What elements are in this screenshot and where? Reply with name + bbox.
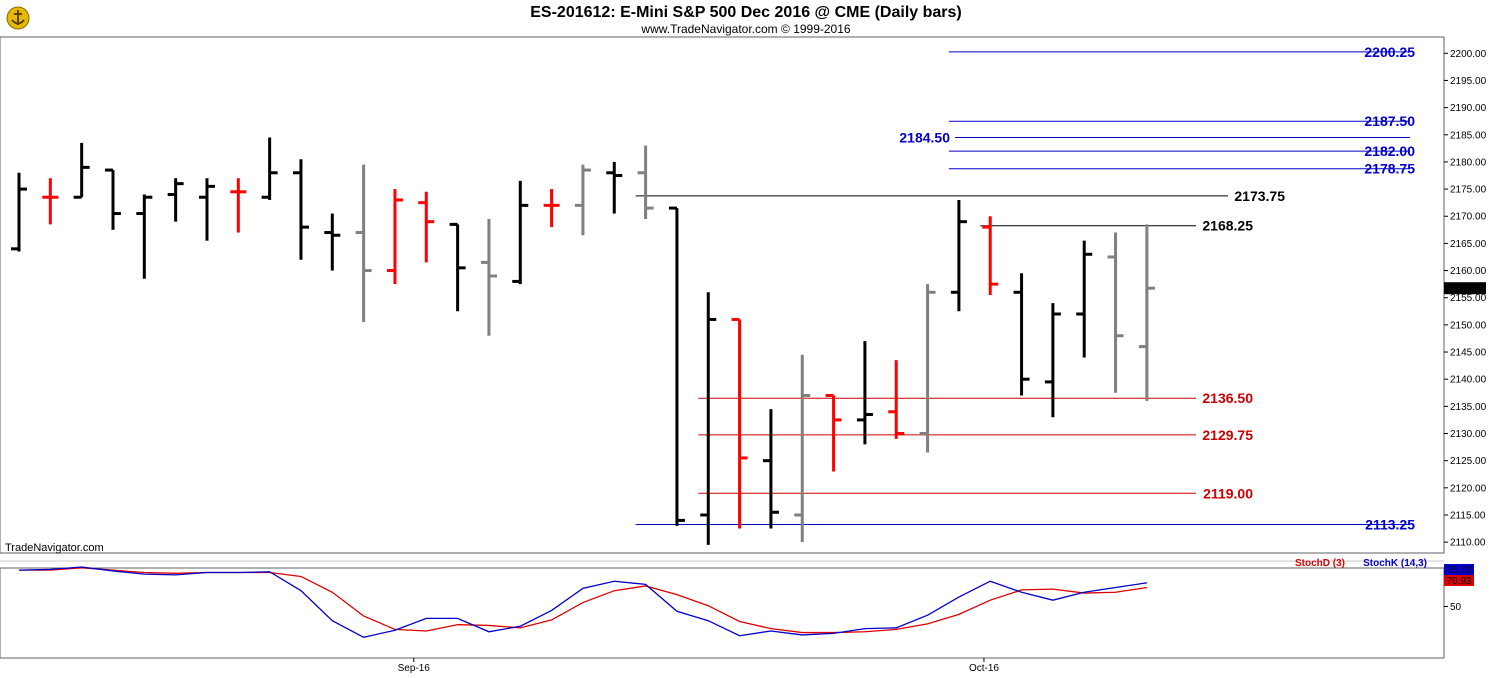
- level-label: 2178.75: [1364, 161, 1415, 177]
- watermark-text: TradeNavigator.com: [5, 542, 104, 554]
- ohlc-bar: [449, 222, 466, 312]
- stochd-value-label: 70.93: [1446, 576, 1471, 587]
- ohlc-bar: [668, 206, 685, 526]
- price-tick-label: 2165.00: [1450, 239, 1487, 250]
- level-label: 2182.00: [1364, 143, 1415, 159]
- price-tick-label: 2200.00: [1450, 49, 1487, 60]
- price-tick-label: 2130.00: [1450, 429, 1487, 440]
- ohlc-bar: [512, 180, 529, 285]
- ohlc-bar: [355, 164, 372, 323]
- price-tick-label: 2185.00: [1450, 130, 1487, 141]
- price-tick-label: 2120.00: [1450, 483, 1487, 494]
- ohlc-bar: [637, 145, 654, 219]
- ohlc-bar: [950, 199, 967, 312]
- last-price-label: 2156.75: [1447, 284, 1484, 295]
- ohlc-bar: [919, 284, 936, 453]
- ohlc-bar: [543, 189, 560, 228]
- chart-header: ES-201612: E-Mini S&P 500 Dec 2016 @ CME…: [530, 4, 962, 36]
- price-tick-label: 2160.00: [1450, 266, 1487, 277]
- ohlc-bar: [606, 161, 623, 214]
- level-label: 2187.50: [1364, 113, 1415, 129]
- ohlc-bar: [574, 164, 591, 236]
- level-label: 2136.50: [1202, 390, 1253, 406]
- stochastic-value-tags: 75.70 70.93: [1444, 564, 1474, 587]
- ohlc-bar: [230, 178, 247, 233]
- price-tick-label: 2135.00: [1450, 402, 1487, 413]
- date-axis: Sep-16 Oct-16: [398, 658, 999, 674]
- level-label: 2173.75: [1234, 188, 1285, 204]
- price-tick-label: 2175.00: [1450, 185, 1487, 196]
- stoch-tick-label: 50: [1450, 602, 1462, 613]
- ohlc-bar: [324, 213, 341, 271]
- stochd-legend-label: StochD (3): [1295, 558, 1345, 569]
- ohlc-bar: [42, 178, 59, 225]
- price-tick-label: 2180.00: [1450, 157, 1487, 168]
- ohlc-bar: [104, 168, 121, 230]
- price-tick-label: 2155.00: [1450, 293, 1487, 304]
- chart-subtitle: www.TradeNavigator.com © 1999-2016: [640, 22, 850, 36]
- price-tick-label: 2140.00: [1450, 375, 1487, 386]
- ohlc-bar: [480, 218, 497, 336]
- ohlc-bar: [825, 393, 842, 472]
- ohlc-bar: [11, 172, 27, 252]
- ohlc-bar: [731, 317, 748, 529]
- price-axis: 2110.00 2115.00 2120.00 2125.00 2130.00 2135.…: [1444, 49, 1487, 549]
- last-price-tag: 2156.75: [1444, 282, 1486, 295]
- price-tick-label: 2190.00: [1450, 103, 1487, 114]
- stochk-line: [18, 566, 1147, 638]
- level-label: 2200.25: [1364, 44, 1415, 60]
- ohlc-bar: [762, 409, 779, 529]
- ohlc-bar: [1013, 273, 1030, 396]
- ohlc-bar: [167, 178, 184, 222]
- ohlc-bar: [1138, 224, 1155, 401]
- last-price-box: [1444, 282, 1486, 295]
- level-label: 2119.00: [1203, 485, 1253, 501]
- date-tick-label: Sep-16: [398, 663, 431, 674]
- price-tick-label: 2195.00: [1450, 76, 1487, 87]
- ohlc-bar: [700, 292, 717, 545]
- stochd-value-box: [1444, 575, 1474, 586]
- ohlc-bar: [198, 178, 215, 241]
- date-tick-label: Oct-16: [969, 663, 999, 674]
- ohlc-bar: [1044, 303, 1061, 418]
- ohlc-bar: [888, 360, 905, 439]
- price-tick-label: 2110.00: [1450, 538, 1486, 549]
- ohlc-bar: [261, 137, 278, 200]
- level-label: 2184.50: [899, 129, 950, 145]
- level-label: 2168.25: [1202, 218, 1253, 234]
- ohlc-bar: [418, 191, 435, 263]
- ohlc-bar: [136, 194, 153, 279]
- ohlc-bar: [794, 354, 811, 543]
- ohlc-bar: [1076, 240, 1093, 358]
- stochastic-legend: StochD (3) StochK (14,3): [1295, 558, 1427, 569]
- level-label: 2129.75: [1202, 427, 1253, 443]
- ohlc-bar: [292, 159, 309, 260]
- stochastic-lines: 50: [18, 566, 1462, 638]
- ohlc-bar: [386, 189, 403, 285]
- ohlc-bar: [73, 142, 90, 199]
- ohlc-bars: [11, 137, 1155, 545]
- price-panel: [0, 36, 1445, 554]
- level-label: 2113.25: [1365, 516, 1415, 532]
- stochk-legend-label: StochK (14,3): [1363, 558, 1427, 569]
- price-tick-label: 2115.00: [1450, 510, 1486, 521]
- price-tick-label: 2150.00: [1450, 320, 1487, 331]
- price-tick-label: 2145.00: [1450, 348, 1487, 359]
- ohlc-bar: [982, 216, 999, 295]
- stochk-value-box: [1444, 564, 1474, 575]
- stochk-value-label: 75.70: [1446, 565, 1471, 576]
- chart-title: ES-201612: E-Mini S&P 500 Dec 2016 @ CME…: [530, 4, 962, 21]
- ohlc-bar: [1107, 232, 1124, 393]
- price-tick-label: 2125.00: [1450, 456, 1487, 467]
- trade-navigator-logo: [6, 6, 30, 30]
- ohlc-bar: [856, 341, 873, 445]
- price-tick-label: 2170.00: [1450, 212, 1487, 223]
- price-levels: 2200.25 2187.50 2184.50 2182.00 2178.75 2173.…: [635, 44, 1415, 532]
